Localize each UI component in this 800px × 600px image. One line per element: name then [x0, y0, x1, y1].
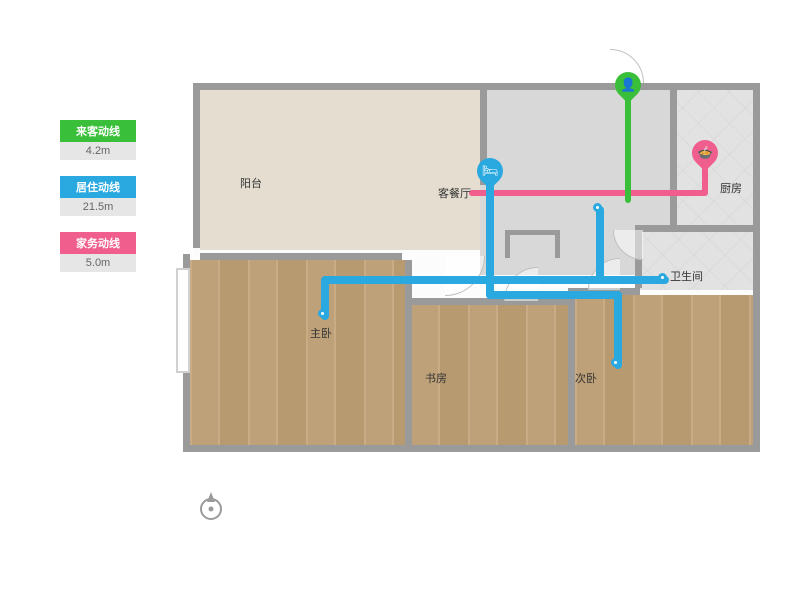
- legend-item-living: 居住动线 21.5m: [60, 176, 136, 216]
- floor-plan: 👤🍲🛏 阳台客餐厅厨房卫生间主卧书房次卧: [180, 80, 760, 450]
- room-label-kitchen: 厨房: [720, 180, 742, 196]
- legend-label-living: 居住动线: [60, 176, 136, 198]
- inner-wall-0: [200, 253, 402, 260]
- room-label-balcony: 阳台: [240, 175, 262, 191]
- inner-wall-10: [505, 230, 510, 258]
- inner-wall-3: [405, 298, 573, 305]
- legend-value-guest: 4.2m: [60, 142, 136, 160]
- inner-wall-9: [505, 230, 560, 235]
- compass-icon: [195, 490, 227, 522]
- marker-chore-icon: 🍲: [692, 140, 718, 174]
- inner-wall-2: [405, 260, 412, 445]
- marker-living-icon: 🛏: [477, 158, 503, 192]
- inner-wall-7: [635, 225, 753, 232]
- inner-wall-4: [568, 298, 575, 445]
- legend-label-chore: 家务动线: [60, 232, 136, 254]
- inner-wall-11: [555, 230, 560, 258]
- legend-value-chore: 5.0m: [60, 254, 136, 272]
- living-endpoint-3: [658, 273, 667, 282]
- room-label-second: 次卧: [575, 370, 597, 386]
- marker-guest-icon: 👤: [615, 72, 641, 106]
- living-endpoint-2: [611, 358, 620, 367]
- room-label-bath: 卫生间: [670, 268, 703, 284]
- legend-label-guest: 来客动线: [60, 120, 136, 142]
- room-balcony: [200, 90, 480, 250]
- legend-item-chore: 家务动线 5.0m: [60, 232, 136, 272]
- legend: 来客动线 4.2m 居住动线 21.5m 家务动线 5.0m: [60, 120, 136, 288]
- living-endpoint-1: [593, 203, 602, 212]
- room-label-study: 书房: [425, 370, 447, 386]
- legend-item-guest: 来客动线 4.2m: [60, 120, 136, 160]
- inner-wall-8: [670, 90, 677, 225]
- balcony-rail: [176, 268, 190, 373]
- living-endpoint-0: [318, 309, 327, 318]
- room-label-master: 主卧: [310, 325, 332, 341]
- room-master: [190, 260, 405, 445]
- room-label-ldk: 客餐厅: [438, 185, 471, 201]
- legend-value-living: 21.5m: [60, 198, 136, 216]
- room-second: [575, 295, 753, 445]
